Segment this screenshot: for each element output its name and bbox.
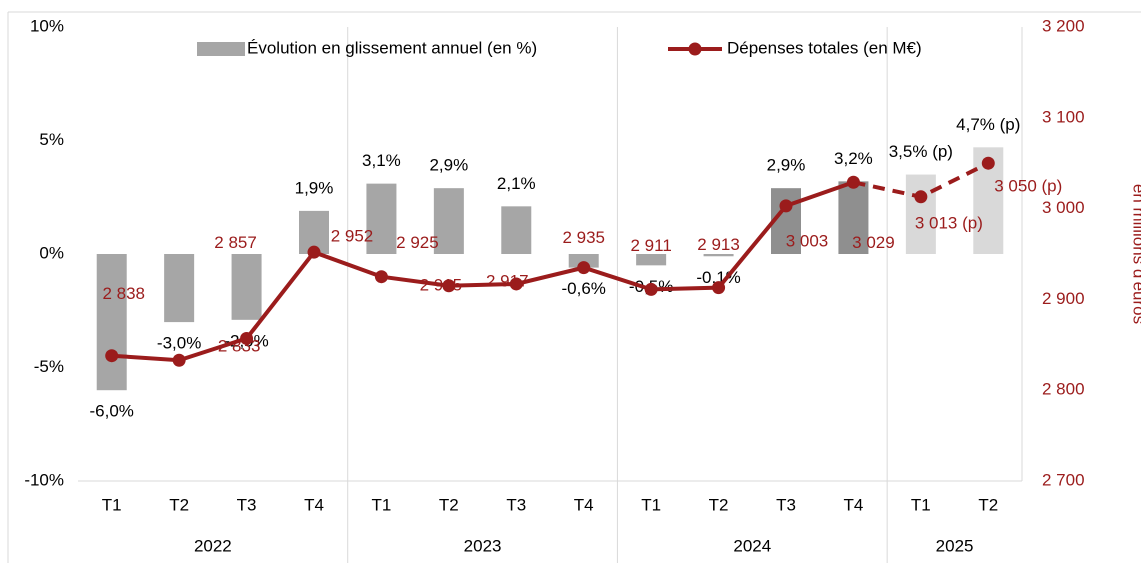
y2-tick-label: 2 800 [1042, 380, 1085, 399]
x-tick-label: T3 [776, 495, 796, 514]
bar [838, 181, 869, 254]
line-value-label: 2 833 [218, 337, 261, 356]
bar-value-label: 2,9% [767, 156, 806, 175]
x-tick-label: T2 [709, 495, 729, 514]
line-value-label: 3 029 [852, 233, 895, 252]
x-tick-label: T1 [102, 495, 122, 514]
bar-value-label: 2,9% [429, 156, 468, 175]
y2-tick-label: 3 100 [1042, 107, 1085, 126]
legend-swatch [197, 42, 245, 56]
y-tick-label: -10% [24, 470, 64, 489]
bar [501, 206, 532, 254]
line-value-label: 2 917 [486, 271, 529, 290]
line-marker [981, 156, 995, 170]
bar [164, 254, 195, 323]
line-marker [712, 281, 726, 295]
line-marker [779, 199, 793, 213]
line-value-label: 2 935 [562, 228, 605, 247]
bar-value-label: 3,1% [362, 151, 401, 170]
line [111, 180, 855, 363]
line-value-label: 2 857 [214, 233, 257, 252]
x-tick-label: T2 [439, 495, 459, 514]
x-tick-label: T4 [304, 495, 324, 514]
bar [96, 254, 127, 391]
line-marker [307, 245, 321, 259]
bar-value-label: 3,2% [834, 149, 873, 168]
x-tick-label: T2 [978, 495, 998, 514]
line-value-label: 2 838 [102, 284, 145, 303]
x-tick-label: T4 [844, 495, 864, 514]
line-marker [240, 331, 254, 345]
line-marker [105, 349, 119, 363]
y-tick-label: 5% [39, 130, 64, 149]
line-value-label: 3 013 (p) [915, 213, 983, 232]
line-value-label: 3 050 (p) [994, 177, 1062, 196]
x-group-label: 2023 [464, 536, 502, 555]
line-marker [577, 261, 591, 275]
line-value-label: 2 952 [331, 227, 374, 246]
x-tick-label: T3 [237, 495, 257, 514]
bar [366, 183, 397, 254]
bar-value-label: 4,7% (p) [956, 115, 1020, 134]
line-value-label: 2 925 [396, 233, 439, 252]
bar [568, 254, 599, 268]
y2-axis-label: en millions d'euros [1130, 184, 1141, 324]
line-value-label: 2 911 [631, 236, 672, 255]
line-marker [846, 175, 860, 189]
legend-label: Dépenses totales (en M€) [727, 38, 922, 57]
line-value-label: 2 913 [697, 235, 740, 254]
bar-value-label: 3,5% (p) [889, 142, 953, 161]
bar [231, 254, 262, 320]
bar [636, 254, 667, 266]
bar-value-label: -0,6% [562, 279, 606, 298]
x-tick-label: T1 [641, 495, 661, 514]
bar [433, 188, 464, 254]
x-tick-label: T1 [372, 495, 392, 514]
line-value-label: 3 003 [786, 231, 829, 250]
bar [905, 174, 936, 254]
y-tick-label: 0% [39, 243, 64, 262]
legend-swatch [688, 42, 702, 56]
x-tick-label: T3 [506, 495, 526, 514]
bar [703, 254, 734, 257]
bar-value-label: 1,9% [295, 178, 334, 197]
x-group-label: 2025 [936, 536, 974, 555]
x-group-label: 2024 [733, 536, 771, 555]
x-group-label: 2022 [194, 536, 232, 555]
line-marker [172, 353, 186, 367]
y-tick-label: 10% [30, 16, 64, 35]
line-marker [644, 282, 658, 296]
x-tick-label: T1 [911, 495, 931, 514]
y2-tick-label: 2 700 [1042, 470, 1085, 489]
line-value-label: 2 915 [420, 275, 463, 294]
line-marker [374, 270, 388, 284]
line-marker [914, 190, 928, 204]
line-marker [442, 279, 456, 293]
y2-tick-label: 3 200 [1042, 16, 1085, 35]
bar-value-label: 2,1% [497, 174, 536, 193]
x-tick-label: T4 [574, 495, 594, 514]
line-marker [509, 277, 523, 291]
y2-tick-label: 2 900 [1042, 289, 1085, 308]
chart-border [7, 11, 1141, 563]
y2-tick-label: 3 000 [1042, 198, 1085, 217]
legend-label: Évolution en glissement annuel (en %) [247, 38, 537, 57]
x-tick-label: T2 [169, 495, 189, 514]
bar-value-label: -6,0% [90, 402, 134, 421]
bar-value-label: -3,0% [157, 334, 201, 353]
y-tick-label: -5% [34, 357, 64, 376]
